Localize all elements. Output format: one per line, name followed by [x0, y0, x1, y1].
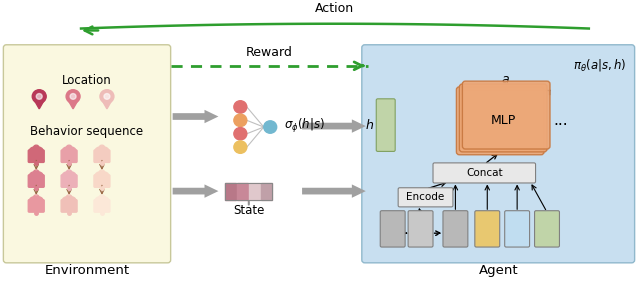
Bar — [237, 183, 248, 200]
Bar — [225, 183, 272, 200]
FancyBboxPatch shape — [94, 150, 110, 162]
FancyBboxPatch shape — [443, 211, 468, 247]
Circle shape — [234, 114, 247, 127]
FancyBboxPatch shape — [362, 45, 635, 263]
Ellipse shape — [29, 196, 44, 205]
Circle shape — [234, 141, 247, 153]
Ellipse shape — [62, 196, 76, 205]
Ellipse shape — [62, 147, 76, 155]
Ellipse shape — [95, 147, 109, 155]
Bar — [250, 183, 260, 200]
FancyBboxPatch shape — [534, 211, 559, 247]
Text: Action: Action — [316, 2, 355, 15]
Polygon shape — [34, 99, 45, 109]
Polygon shape — [302, 184, 366, 198]
FancyBboxPatch shape — [505, 211, 529, 247]
FancyBboxPatch shape — [61, 175, 77, 187]
Polygon shape — [173, 184, 218, 198]
Polygon shape — [102, 99, 113, 109]
Text: ...: ... — [553, 113, 568, 128]
Circle shape — [66, 90, 80, 103]
FancyBboxPatch shape — [61, 150, 77, 162]
Bar — [261, 183, 272, 200]
Text: $\pi_{\theta}(a|s,h)$: $\pi_{\theta}(a|s,h)$ — [573, 57, 627, 73]
Text: $\mathbf{s}_t$: $\mathbf{s}_t$ — [255, 182, 268, 195]
FancyBboxPatch shape — [475, 211, 500, 247]
Text: State: State — [233, 203, 264, 217]
Circle shape — [264, 121, 276, 133]
Text: $h$: $h$ — [365, 118, 374, 132]
Text: Encode: Encode — [406, 192, 445, 202]
Text: Concat: Concat — [466, 168, 502, 178]
FancyBboxPatch shape — [398, 188, 453, 207]
FancyBboxPatch shape — [460, 84, 547, 152]
FancyBboxPatch shape — [462, 81, 550, 149]
Ellipse shape — [62, 171, 76, 180]
FancyBboxPatch shape — [408, 211, 433, 247]
Polygon shape — [68, 99, 79, 109]
Circle shape — [36, 93, 42, 99]
FancyBboxPatch shape — [94, 175, 110, 187]
Bar — [225, 183, 236, 200]
Ellipse shape — [29, 147, 44, 155]
Text: Environment: Environment — [44, 264, 129, 277]
Text: $\sigma_{\phi}(h|s)$: $\sigma_{\phi}(h|s)$ — [284, 117, 325, 135]
Polygon shape — [173, 110, 218, 123]
FancyBboxPatch shape — [28, 175, 44, 187]
FancyBboxPatch shape — [433, 163, 536, 183]
Text: Agent: Agent — [479, 264, 518, 277]
Circle shape — [32, 90, 46, 103]
FancyBboxPatch shape — [456, 87, 544, 155]
Circle shape — [234, 101, 247, 113]
Circle shape — [70, 93, 76, 99]
FancyBboxPatch shape — [380, 211, 405, 247]
FancyBboxPatch shape — [3, 45, 171, 263]
FancyBboxPatch shape — [376, 99, 395, 151]
FancyBboxPatch shape — [28, 150, 44, 162]
Text: $a$: $a$ — [500, 73, 509, 86]
Text: Reward: Reward — [246, 46, 292, 59]
Ellipse shape — [95, 171, 109, 180]
Text: MLP: MLP — [491, 114, 516, 127]
FancyBboxPatch shape — [94, 200, 110, 212]
Circle shape — [104, 93, 110, 99]
Ellipse shape — [95, 196, 109, 205]
Circle shape — [100, 90, 114, 103]
FancyBboxPatch shape — [28, 200, 44, 212]
Ellipse shape — [29, 171, 44, 180]
Text: Location: Location — [62, 74, 112, 87]
Circle shape — [234, 127, 247, 140]
Polygon shape — [302, 119, 366, 133]
FancyBboxPatch shape — [61, 200, 77, 212]
Text: Behavior sequence: Behavior sequence — [31, 125, 143, 138]
